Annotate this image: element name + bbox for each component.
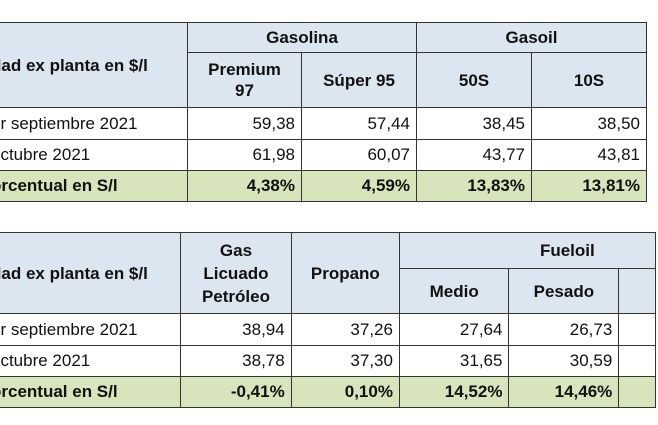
- cell: 38,45: [416, 107, 532, 140]
- column-header: Propano: [290, 232, 400, 314]
- cell: 4,38%: [187, 170, 302, 202]
- table-row: octubre 2021 38,78 37,30 31,65 30,59: [0, 345, 656, 377]
- cell: 27,64: [398, 313, 510, 346]
- cell-cutoff: [618, 345, 656, 377]
- row-label: or septiembre 2021: [0, 107, 188, 140]
- cell: 4,59%: [301, 170, 417, 202]
- cell: 57,44: [301, 107, 417, 140]
- cell: 31,65: [398, 345, 510, 377]
- row-header: dad ex planta en $/l: [0, 22, 188, 108]
- price-table-glp-fueloil: dad ex planta en $/l Gas Licuado Petróle…: [0, 232, 657, 408]
- cell: 38,78: [180, 345, 292, 377]
- row-label: octubre 2021: [0, 139, 188, 171]
- table-row-highlight: orcentual en S/l 4,38% 4,59% 13,83% 13,8…: [0, 170, 647, 202]
- cell: 59,38: [187, 107, 302, 140]
- cell: 61,98: [187, 139, 302, 171]
- column-header: Gas Licuado Petróleo: [180, 232, 292, 314]
- row-label: or septiembre 2021: [0, 313, 182, 346]
- table-row-highlight: orcentual en S/l -0,41% 0,10% 14,52% 14,…: [0, 376, 656, 408]
- cell-cutoff: [618, 376, 656, 408]
- cell: 14,46%: [508, 376, 620, 408]
- cell: 37,26: [290, 313, 400, 346]
- cell: -0,41%: [180, 376, 292, 408]
- row-label: orcentual en S/l: [0, 170, 188, 202]
- cell: 0,10%: [290, 376, 400, 408]
- row-label: octubre 2021: [0, 345, 182, 377]
- cell: 38,50: [531, 107, 647, 140]
- cell: 13,81%: [531, 170, 647, 202]
- cell-cutoff: [618, 313, 656, 346]
- column-header-cutoff: [618, 268, 656, 314]
- row-header: dad ex planta en $/l: [0, 232, 182, 314]
- column-header: Medio: [398, 268, 510, 314]
- cell: 38,94: [180, 313, 292, 346]
- column-header: Súper 95: [301, 52, 417, 108]
- column-header: 10S: [531, 52, 647, 108]
- column-header: Premium 97: [187, 52, 302, 108]
- group-header-fueloil: Fueloil: [398, 232, 657, 269]
- column-header: Pesado: [508, 268, 620, 314]
- cell: 60,07: [301, 139, 417, 171]
- cell: 37,30: [290, 345, 400, 377]
- row-label: orcentual en S/l: [0, 376, 182, 408]
- table-row: octubre 2021 61,98 60,07 43,77 43,81: [0, 139, 647, 171]
- column-header: 50S: [416, 52, 532, 108]
- cell: 26,73: [508, 313, 620, 346]
- table-row: or septiembre 2021 38,94 37,26 27,64 26,…: [0, 313, 656, 346]
- group-header-gasolina: Gasolina: [187, 22, 417, 53]
- cell: 30,59: [508, 345, 620, 377]
- cell: 13,83%: [416, 170, 532, 202]
- table-row: or septiembre 2021 59,38 57,44 38,45 38,…: [0, 107, 647, 140]
- cell: 14,52%: [398, 376, 510, 408]
- price-table-gasolina-gasoil: dad ex planta en $/l Gasolina Gasoil Pre…: [0, 22, 647, 202]
- cell: 43,81: [531, 139, 647, 171]
- group-header-gasoil: Gasoil: [416, 22, 647, 53]
- cell: 43,77: [416, 139, 532, 171]
